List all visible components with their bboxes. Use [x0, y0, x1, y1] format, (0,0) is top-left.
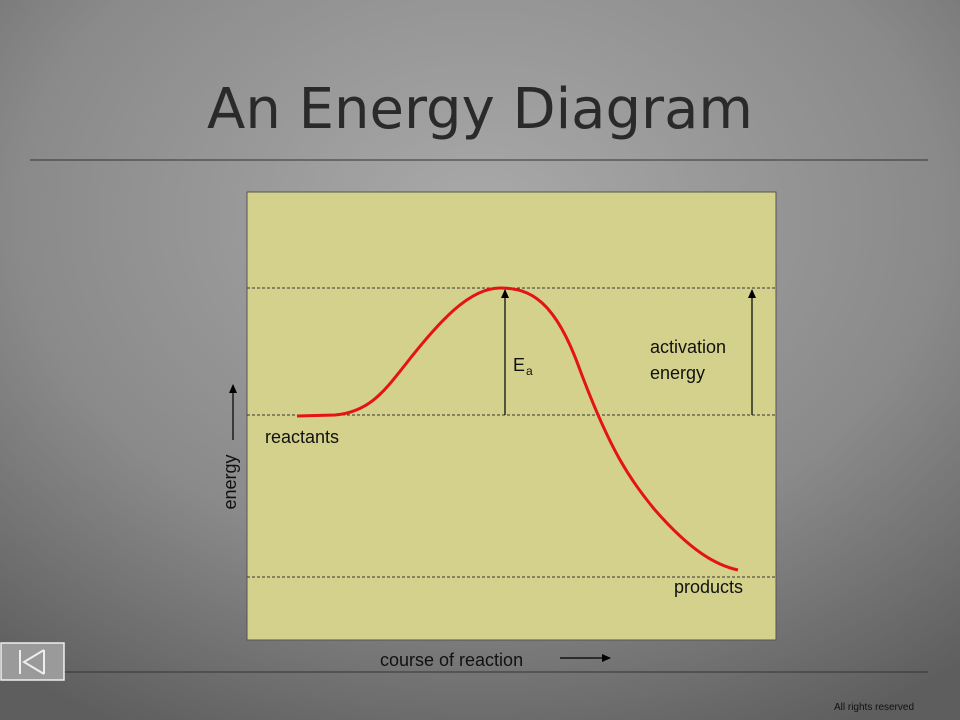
- reactants-label: reactants: [265, 427, 339, 447]
- activation-label-line: activation: [650, 337, 726, 357]
- button-frame[interactable]: [0, 642, 65, 681]
- products-label: products: [674, 577, 743, 597]
- rights-text: All rights reserved: [834, 702, 914, 713]
- x-axis-label: course of reaction: [380, 650, 523, 670]
- activation-label-line: energy: [650, 363, 705, 383]
- level-lines: [247, 287, 776, 578]
- energy-curve: [296, 286, 739, 572]
- y-axis-label: energy: [220, 454, 240, 509]
- ea-symbol: E: [513, 355, 525, 375]
- button-icon-chevron: [22, 649, 45, 675]
- slide-title: An Energy Diagram: [207, 77, 753, 142]
- first-slide-button[interactable]: [0, 642, 65, 681]
- ea-subscript: a: [526, 364, 533, 378]
